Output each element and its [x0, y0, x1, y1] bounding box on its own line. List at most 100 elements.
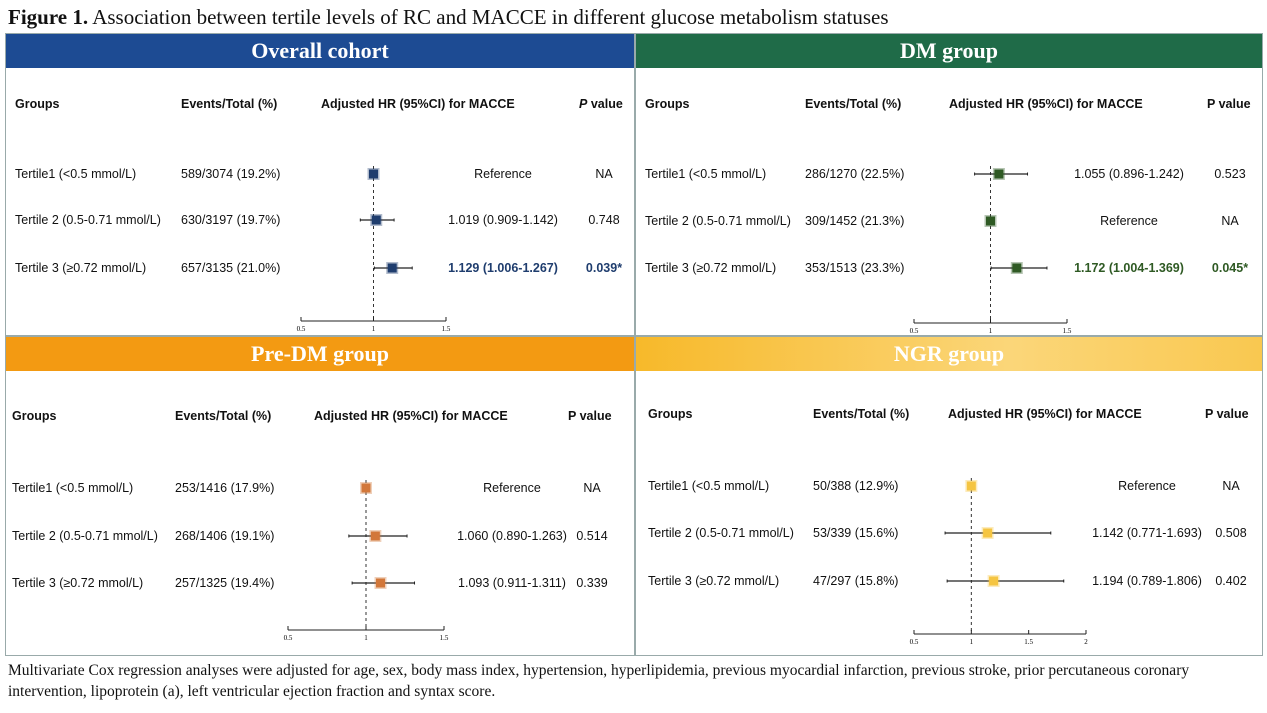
hr-marker	[387, 263, 397, 273]
row-group: Tertile 3 (≥0.72 mmol/L)	[648, 574, 780, 588]
header-events: Events/Total (%)	[175, 409, 272, 423]
row-events: 253/1416 (17.9%)	[175, 481, 275, 495]
header-groups: Groups	[15, 97, 60, 111]
header-groups: Groups	[12, 409, 57, 423]
hr-marker	[994, 169, 1004, 179]
row-group: Tertile1 (<0.5 mmol/L)	[15, 167, 137, 181]
hr-marker	[986, 216, 995, 226]
figure-label: Figure 1.	[8, 5, 89, 29]
row-group: Tertile 2 (0.5-0.71 mmol/L)	[648, 526, 794, 540]
row-events: 47/297 (15.8%)	[813, 574, 899, 588]
row-hr: 1.129 (1.006-1.267)	[448, 261, 558, 275]
x-tick-label: 1.5	[1024, 638, 1033, 646]
row-p-value: 0.508	[1215, 526, 1247, 540]
forest-plot: 0.5 1 1.5 2	[910, 478, 1088, 646]
row-group: Tertile 2 (0.5-0.71 mmol/L)	[12, 529, 158, 543]
hr-marker	[1012, 263, 1022, 273]
row-hr: 1.172 (1.004-1.369)	[1074, 261, 1184, 275]
header-p-value: P value	[1207, 97, 1251, 111]
hr-marker	[361, 483, 371, 493]
row-p-value: NA	[1222, 479, 1240, 493]
row-events: 268/1406 (19.1%)	[175, 529, 275, 543]
row-p-value: 0.514	[576, 529, 608, 543]
panel-ngr-group: NGR group Groups Events/Total (%) Adjusted …	[635, 336, 1263, 656]
row-p-value: NA	[1221, 214, 1239, 228]
header-p-label: P value	[1207, 97, 1251, 111]
x-tick-label: 1	[372, 325, 376, 333]
row-events: 630/3197 (19.7%)	[181, 213, 281, 227]
panel-title: Overall cohort	[6, 34, 634, 68]
row-p-value: 0.748	[588, 213, 620, 227]
hr-marker	[983, 528, 993, 538]
hr-marker	[371, 215, 381, 225]
header-p-value: P value	[1205, 407, 1249, 421]
row-p-value: 0.339	[576, 576, 608, 590]
row-hr: Reference	[483, 481, 541, 495]
figure-caption: Multivariate Cox regression analyses wer…	[8, 662, 1190, 700]
x-tick-label: 0.5	[910, 327, 919, 335]
row-events: 286/1270 (22.5%)	[805, 167, 905, 181]
row-group: Tertile1 (<0.5 mmol/L)	[12, 481, 134, 495]
header-p-label: value	[590, 97, 623, 111]
figure-title: Figure 1. Association between tertile le…	[8, 5, 889, 30]
header-groups: Groups	[648, 407, 693, 421]
row-group: Tertile 2 (0.5-0.71 mmol/L)	[645, 214, 791, 228]
panel-pre-dm-group: Pre-DM group Groups Events/Total (%) Adjust…	[5, 336, 635, 656]
header-p-label: P value	[1205, 407, 1249, 421]
x-tick-label: 0.5	[297, 325, 306, 333]
row-hr: 1.142 (0.771-1.693)	[1092, 526, 1202, 540]
forest-plot: 0.5 1 1.5	[910, 166, 1072, 335]
row-events: 309/1452 (21.3%)	[805, 214, 905, 228]
row-group: Tertile 3 (≥0.72 mmol/L)	[15, 261, 147, 275]
header-hr: Adjusted HR (95%CI) for MACCE	[949, 97, 1143, 111]
header-p-italic: P	[579, 97, 588, 111]
x-tick-label: 0.5	[284, 634, 293, 642]
hr-marker	[370, 531, 380, 541]
header-hr: Adjusted HR (95%CI) for MACCE	[314, 409, 508, 423]
panel-overall-cohort: Overall cohort Groups Events/Total (%) Adju…	[5, 33, 635, 336]
row-p-value: 0.045*	[1211, 261, 1249, 275]
x-tick-label: 1	[364, 634, 368, 642]
row-p-value: 0.402	[1215, 574, 1247, 588]
x-tick-label: 1	[970, 638, 974, 646]
row-hr: 1.093 (0.911-1.311)	[458, 576, 566, 590]
forest-plot: 0.5 1 1.5	[297, 166, 451, 333]
row-events: 657/3135 (21.0%)	[181, 261, 281, 275]
header-events: Events/Total (%)	[181, 97, 278, 111]
header-events: Events/Total (%)	[805, 97, 902, 111]
x-tick-label: 2	[1084, 638, 1088, 646]
row-events: 353/1513 (23.3%)	[805, 261, 905, 275]
x-tick-label: 0.5	[910, 638, 919, 646]
row-hr: 1.060 (0.890-1.263)	[457, 529, 567, 543]
header-p-value: P value	[568, 409, 612, 423]
hr-marker	[989, 576, 999, 586]
row-p-value: 0.039*	[585, 261, 623, 275]
row-p-value: NA	[583, 481, 601, 495]
row-hr: 1.055 (0.896-1.242)	[1074, 167, 1184, 181]
hr-marker	[376, 578, 386, 588]
row-events: 50/388 (12.9%)	[813, 479, 899, 493]
row-events: 589/3074 (19.2%)	[181, 167, 281, 181]
row-hr: Reference	[1100, 214, 1158, 228]
panel-title: DM group	[636, 34, 1262, 68]
x-tick-label: 1.5	[442, 325, 451, 333]
row-group: Tertile 3 (≥0.72 mmol/L)	[645, 261, 777, 275]
x-tick-label: 1	[989, 327, 993, 335]
header-p-value: P value	[579, 97, 623, 111]
header-groups: Groups	[645, 97, 690, 111]
x-tick-label: 1.5	[1063, 327, 1072, 335]
row-hr: Reference	[1118, 479, 1176, 493]
row-p-value: NA	[595, 167, 613, 181]
row-group: Tertile1 (<0.5 mmol/L)	[645, 167, 767, 181]
row-hr: 1.019 (0.909-1.142)	[448, 213, 558, 227]
x-tick-label: 1.5	[440, 634, 449, 642]
header-hr: Adjusted HR (95%CI) for MACCE	[948, 407, 1142, 421]
row-group: Tertile 2 (0.5-0.71 mmol/L)	[15, 213, 161, 227]
hr-marker	[966, 481, 976, 491]
figure-title-text: Association between tertile levels of RC…	[92, 5, 889, 29]
row-hr: Reference	[474, 167, 532, 181]
forest-plot: 0.5 1 1.5	[284, 480, 449, 642]
row-events: 257/1325 (19.4%)	[175, 576, 275, 590]
panel-dm-group: DM group Groups Events/Total (%) Adjusted H…	[635, 33, 1263, 336]
